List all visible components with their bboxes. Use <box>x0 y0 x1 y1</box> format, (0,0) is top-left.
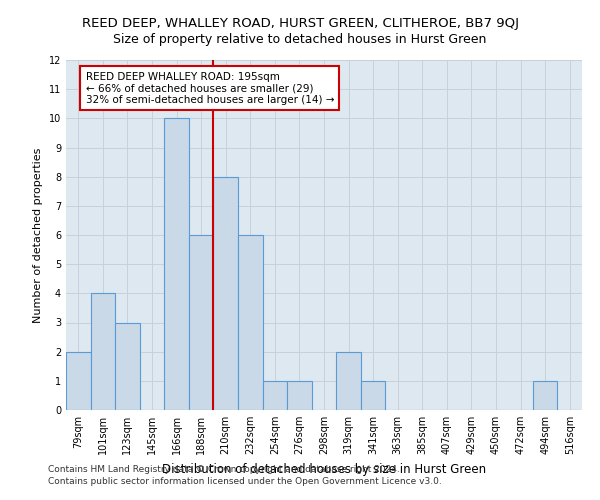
Bar <box>214 176 238 410</box>
X-axis label: Distribution of detached houses by size in Hurst Green: Distribution of detached houses by size … <box>162 462 486 475</box>
Bar <box>263 381 287 410</box>
Bar <box>336 352 361 410</box>
Bar <box>91 294 115 410</box>
Bar <box>164 118 189 410</box>
Bar <box>115 322 140 410</box>
Bar <box>361 381 385 410</box>
Bar <box>66 352 91 410</box>
Text: REED DEEP, WHALLEY ROAD, HURST GREEN, CLITHEROE, BB7 9QJ: REED DEEP, WHALLEY ROAD, HURST GREEN, CL… <box>82 18 518 30</box>
Text: Contains HM Land Registry data © Crown copyright and database right 2024.: Contains HM Land Registry data © Crown c… <box>48 466 400 474</box>
Text: REED DEEP WHALLEY ROAD: 195sqm
← 66% of detached houses are smaller (29)
32% of : REED DEEP WHALLEY ROAD: 195sqm ← 66% of … <box>86 72 334 105</box>
Bar <box>238 235 263 410</box>
Bar <box>533 381 557 410</box>
Text: Size of property relative to detached houses in Hurst Green: Size of property relative to detached ho… <box>113 32 487 46</box>
Bar <box>287 381 312 410</box>
Text: Contains public sector information licensed under the Open Government Licence v3: Contains public sector information licen… <box>48 476 442 486</box>
Bar <box>189 235 214 410</box>
Y-axis label: Number of detached properties: Number of detached properties <box>33 148 43 322</box>
